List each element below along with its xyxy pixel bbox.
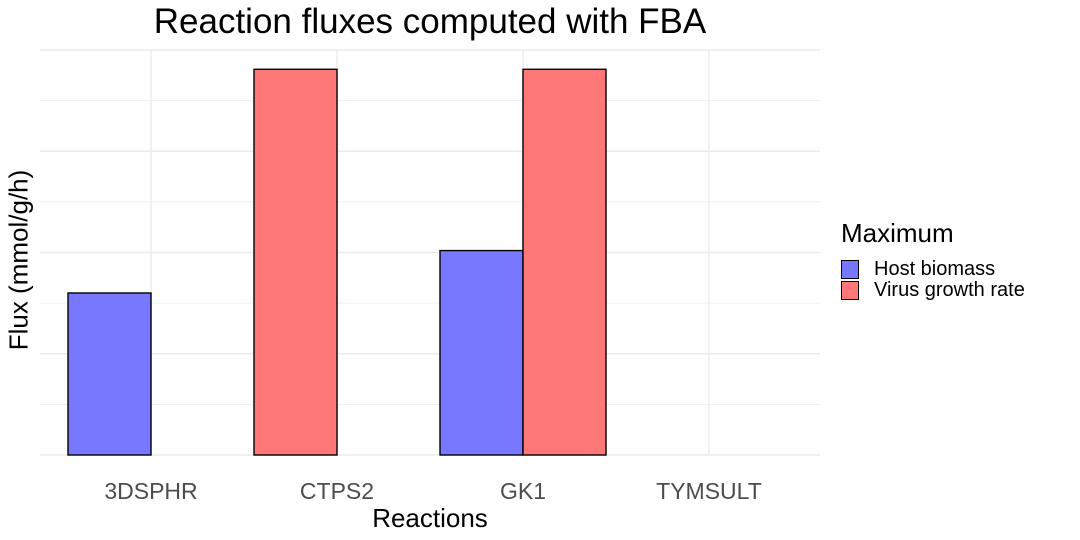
bar-host-biomass-gk1	[439, 249, 524, 456]
legend-item-virus-growth-rate: Virus growth rate	[841, 279, 1025, 301]
x-tick-label: TYMSULT	[656, 478, 762, 504]
bar-virus-growth-rate-ctps2	[253, 68, 338, 456]
x-tick-label: CTPS2	[300, 478, 374, 504]
x-tick-label: GK1	[500, 478, 546, 504]
chart-title: Reaction fluxes computed with FBA	[153, 2, 707, 41]
legend-swatch-host-biomass	[841, 260, 859, 279]
x-tick-label: 3DSPHR	[104, 478, 197, 504]
legend-item-host-biomass: Host biomass	[841, 258, 1025, 280]
bar-host-biomass-3dsphr	[67, 292, 152, 456]
legend-label-host-biomass: Host biomass	[874, 258, 996, 280]
x-axis-label: Reactions	[372, 503, 488, 533]
legend-swatch-virus-growth-rate	[841, 281, 859, 300]
legend-label-virus-growth-rate: Virus growth rate	[874, 279, 1025, 301]
bar-virus-growth-rate-gk1	[522, 68, 607, 456]
legend-title: Maximum	[841, 218, 954, 248]
legend: Maximum Host biomass Virus growth rate	[841, 218, 1025, 301]
